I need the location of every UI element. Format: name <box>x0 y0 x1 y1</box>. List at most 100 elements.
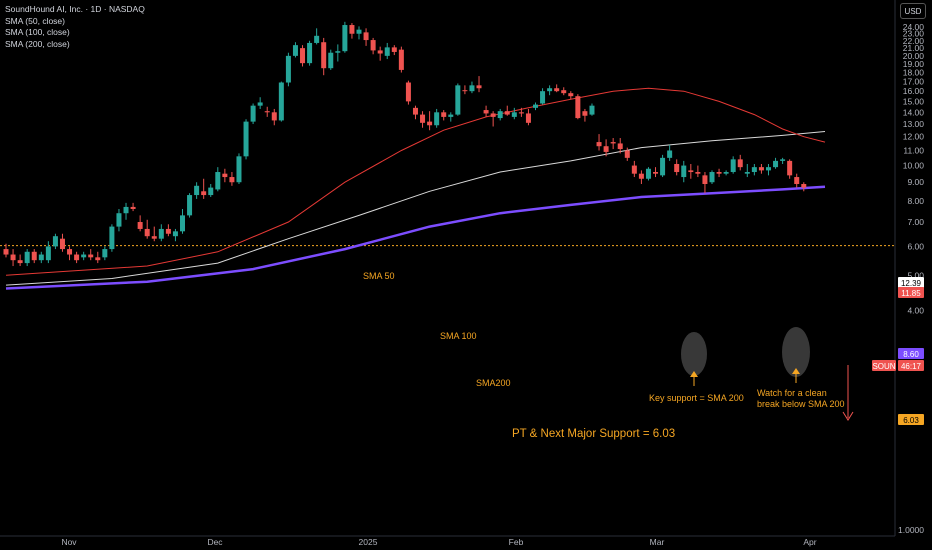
candle <box>370 37 376 55</box>
legend-sma50[interactable]: SMA (50, close) <box>5 15 65 26</box>
y-tick-label: 8.00 <box>907 196 924 206</box>
candle-body <box>603 146 609 152</box>
candle-body <box>264 111 270 113</box>
symbol-price-label-text: SOUN <box>872 362 895 371</box>
candle <box>17 254 23 267</box>
legend-sma100[interactable]: SMA (100, close) <box>5 27 70 37</box>
sma50-annotation: SMA 50 <box>363 271 395 281</box>
candle-body <box>229 177 235 183</box>
candle <box>243 119 249 160</box>
candle <box>158 224 164 242</box>
candle-body <box>660 157 666 176</box>
candle-body <box>780 159 786 161</box>
candle-body <box>412 107 418 115</box>
candle <box>688 163 694 179</box>
currency-button[interactable]: USD <box>900 3 926 19</box>
candle-body <box>624 150 630 158</box>
candle-body <box>45 246 51 261</box>
candle-body <box>17 260 23 264</box>
candle-body <box>187 195 193 216</box>
candle-body <box>751 167 757 173</box>
watch-annotation-line1: Watch for a clean <box>757 388 827 398</box>
candle <box>116 208 122 232</box>
candle-body <box>144 228 150 237</box>
candle <box>38 251 44 264</box>
candle-body <box>582 111 588 116</box>
y-tick-label: 7.00 <box>907 217 924 227</box>
candle-body <box>384 47 390 56</box>
candle <box>751 163 757 176</box>
candle-body <box>476 85 482 89</box>
sma50-line <box>5 87 826 276</box>
candle-body <box>554 88 560 92</box>
sma200-line <box>5 185 826 290</box>
symbol-price-label-bg <box>872 360 896 371</box>
candle <box>74 251 80 264</box>
candle-body <box>490 113 496 117</box>
candle-body <box>716 172 722 174</box>
y-tick-label: 23.00 <box>903 29 925 39</box>
candle-body <box>285 55 291 83</box>
support-price-label-bg <box>898 414 924 425</box>
candle <box>349 23 355 39</box>
legend-sma200[interactable]: SMA (200, close) <box>5 38 70 49</box>
candle-body <box>215 172 221 190</box>
candle <box>285 52 291 87</box>
candle <box>328 49 334 70</box>
candle <box>335 44 341 62</box>
candle <box>109 224 115 252</box>
y-tick-label: 18.00 <box>903 68 925 78</box>
candle <box>533 102 538 111</box>
candle-body <box>434 112 440 126</box>
candle-body <box>709 172 715 183</box>
candle-body <box>462 90 468 92</box>
candle <box>695 165 701 178</box>
candle <box>709 170 715 185</box>
candle-body <box>730 159 736 173</box>
sma100-line <box>5 131 826 286</box>
candle-body <box>38 254 44 261</box>
candle <box>81 251 87 261</box>
candle <box>455 83 461 116</box>
candle <box>568 91 574 100</box>
candle <box>589 103 595 116</box>
sma200-price-label-bg <box>898 348 924 359</box>
countdown-price-label: 46:17 <box>898 360 924 371</box>
candle-body <box>765 167 771 171</box>
candle-body <box>773 160 779 168</box>
candle <box>667 144 673 161</box>
candle-body <box>314 35 320 43</box>
candle <box>631 160 637 178</box>
candle-body <box>638 173 644 179</box>
x-tick-label: Apr <box>803 537 816 547</box>
y-tick-label: 9.00 <box>907 177 924 187</box>
candle <box>575 94 581 120</box>
candle-body <box>540 91 546 104</box>
candle-body <box>158 228 164 239</box>
candle <box>384 42 390 60</box>
candle-body <box>328 52 334 69</box>
candle <box>674 159 680 176</box>
pointer-arrowhead <box>690 371 698 377</box>
y-tick-label: 15.00 <box>903 96 925 106</box>
candle-body <box>525 113 531 123</box>
y-tick-label: 6.00 <box>907 241 924 251</box>
y-tick-label: 1.0000 <box>898 525 924 535</box>
highlight-ellipse <box>681 332 707 376</box>
candle-body <box>271 112 277 121</box>
candle <box>723 170 729 176</box>
candle-body <box>342 25 348 52</box>
candle <box>123 202 129 220</box>
candle-body <box>518 112 524 114</box>
candle <box>427 111 433 131</box>
y-tick-label: 16.00 <box>903 86 925 96</box>
candle <box>10 249 16 267</box>
candle-body <box>102 249 108 258</box>
candle <box>511 107 517 120</box>
candle-body <box>370 40 376 51</box>
candle <box>31 249 37 264</box>
x-tick-label: Mar <box>650 537 665 547</box>
candle-body <box>356 29 362 34</box>
candle <box>610 138 616 150</box>
